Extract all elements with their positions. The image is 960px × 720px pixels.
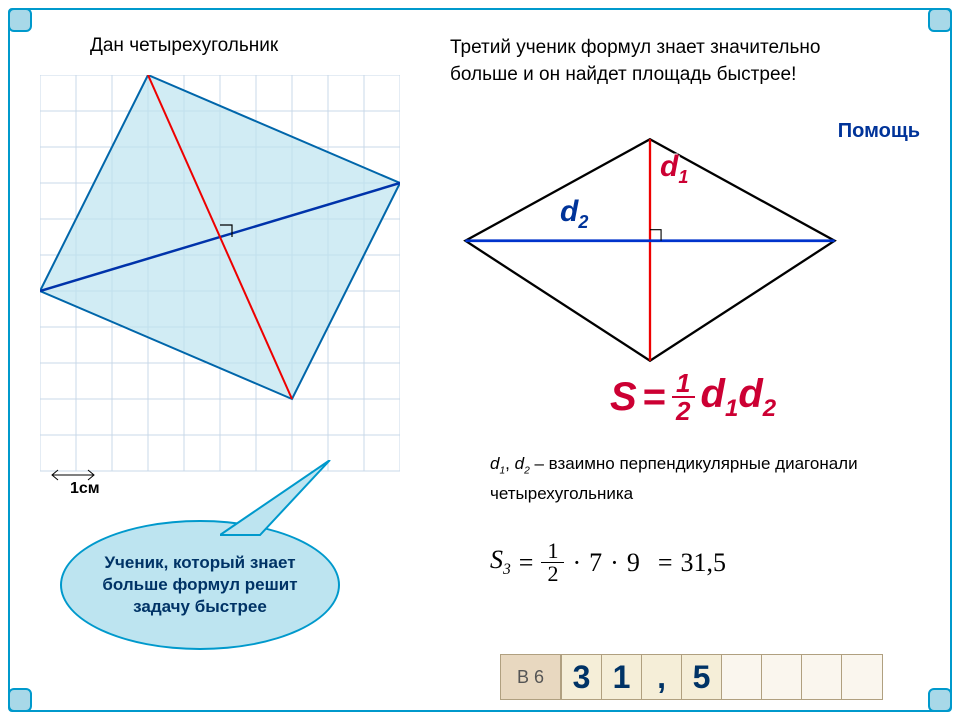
cm-label: 1см (70, 480, 100, 498)
answer-cells[interactable]: 31,5 (561, 654, 883, 700)
rhombus-diagram (450, 130, 850, 370)
answer-cell[interactable]: , (642, 655, 682, 699)
area-formula: S = 12 d1d2 (610, 370, 776, 424)
calculation: S3 = 12 · 7 · 9 = 31,5 (490, 540, 726, 585)
frame-corner (8, 688, 32, 712)
answer-cell[interactable] (842, 655, 882, 699)
answer-cell[interactable] (762, 655, 802, 699)
answer-cell[interactable]: 1 (602, 655, 642, 699)
title-right: Третий ученик формул знает значительно б… (450, 35, 880, 88)
bubble-tail (220, 460, 340, 540)
grid-svg (40, 75, 400, 475)
answer-cell[interactable] (802, 655, 842, 699)
answer-cell[interactable]: 5 (682, 655, 722, 699)
answer-cell[interactable]: 3 (562, 655, 602, 699)
grid-figure (40, 75, 400, 475)
frame-corner (928, 688, 952, 712)
title-left: Дан четырехугольник (90, 35, 278, 57)
speech-bubble: Ученик, который знает больше формул реши… (60, 520, 340, 650)
help-link[interactable]: Помощь (838, 120, 920, 143)
formula-description: d1, d2 – взаимно перпендикулярные диагон… (490, 450, 910, 507)
frame-corner (8, 8, 32, 32)
task-label: В 6 (500, 654, 561, 700)
frame-corner (928, 8, 952, 32)
d2-label: d2 (560, 195, 588, 233)
answer-cell[interactable] (722, 655, 762, 699)
d1-label: d1 (660, 150, 688, 188)
answer-row: В 6 31,5 (500, 654, 883, 700)
